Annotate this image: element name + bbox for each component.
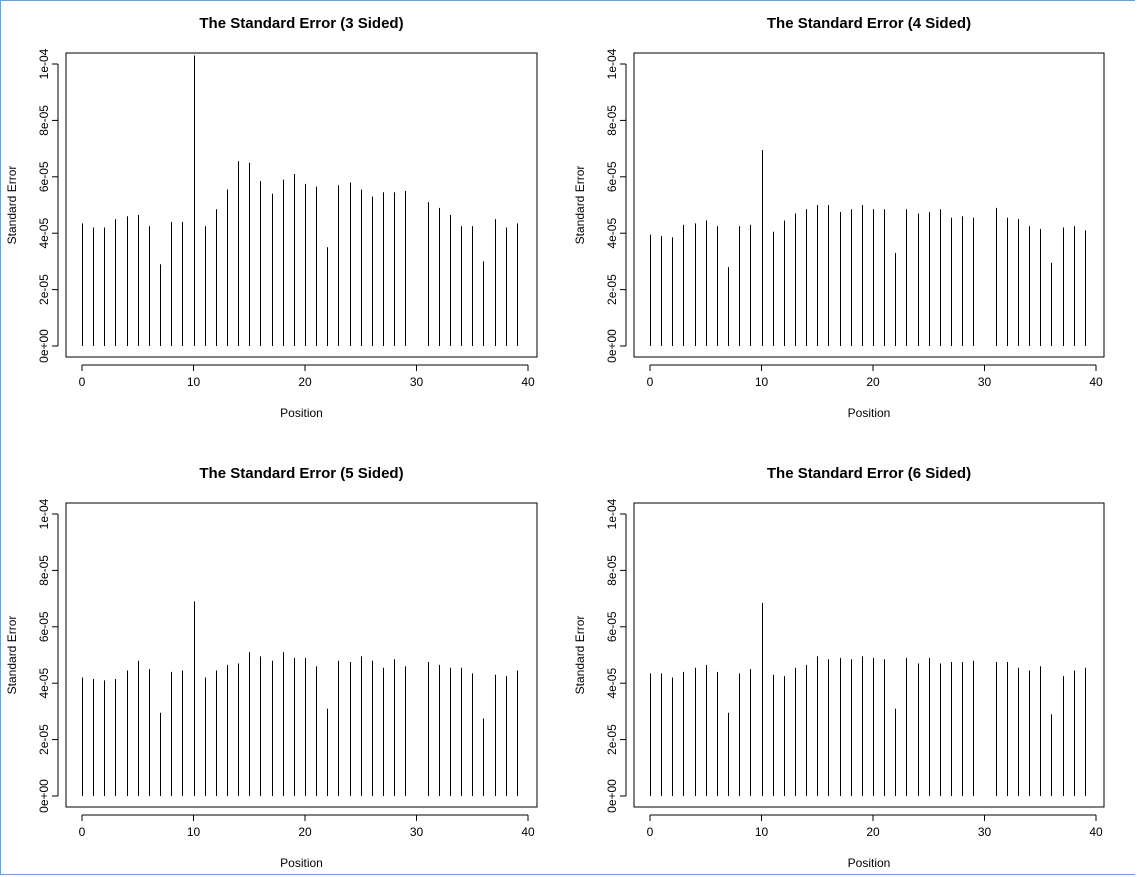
chart-title: The Standard Error (4 Sided) bbox=[767, 15, 971, 32]
x-tick-label: 10 bbox=[187, 375, 201, 389]
y-tick-label: 0e+00 bbox=[37, 779, 51, 813]
x-tick-label: 20 bbox=[866, 825, 880, 839]
chart-panel-1: The Standard Error (3 Sided) 0 10 20 30 40 Pos… bbox=[5, 15, 538, 420]
chart-panel-2: The Standard Error (4 Sided) 0 10 20 30 40 Pos… bbox=[573, 15, 1105, 420]
plot-box bbox=[633, 52, 1105, 358]
plot-box bbox=[633, 502, 1105, 808]
y-tick-label: 2e-05 bbox=[37, 724, 51, 755]
y-tick-label: 6e-05 bbox=[37, 161, 51, 192]
x-axis-label: Position bbox=[280, 406, 323, 420]
y-tick-label: 8e-05 bbox=[37, 555, 51, 586]
x-tick-label: 40 bbox=[521, 825, 535, 839]
y-tick-label: 4e-05 bbox=[605, 218, 619, 249]
x-tick-label: 40 bbox=[1089, 825, 1103, 839]
y-tick-label: 8e-05 bbox=[37, 105, 51, 136]
y-tick-label: 6e-05 bbox=[37, 611, 51, 642]
plot-box bbox=[65, 502, 538, 808]
y-tick-label: 6e-05 bbox=[605, 161, 619, 192]
y-tick-label: 8e-05 bbox=[605, 555, 619, 586]
x-tick-label: 30 bbox=[978, 375, 992, 389]
x-axis-label: Position bbox=[848, 406, 891, 420]
y-tick-label: 0e+00 bbox=[37, 329, 51, 363]
y-tick-label: 4e-05 bbox=[605, 668, 619, 699]
y-tick-label: 1e-04 bbox=[37, 48, 51, 79]
x-tick-label: 30 bbox=[410, 375, 424, 389]
x-tick-label: 30 bbox=[410, 825, 424, 839]
x-tick-label: 20 bbox=[298, 825, 312, 839]
y-axis-label: Standard Error bbox=[573, 616, 587, 695]
plot-box bbox=[65, 52, 538, 358]
x-axis-label: Position bbox=[848, 856, 891, 870]
y-tick-label: 1e-04 bbox=[605, 498, 619, 529]
x-tick-label: 10 bbox=[755, 375, 769, 389]
y-axis-label: Standard Error bbox=[5, 166, 19, 245]
y-tick-label: 6e-05 bbox=[605, 611, 619, 642]
x-tick-label: 0 bbox=[647, 825, 654, 839]
y-tick-label: 1e-04 bbox=[605, 48, 619, 79]
y-tick-label: 4e-05 bbox=[37, 668, 51, 699]
x-tick-label: 40 bbox=[1089, 375, 1103, 389]
chart-title: The Standard Error (5 Sided) bbox=[199, 465, 403, 482]
chart-title: The Standard Error (3 Sided) bbox=[199, 15, 403, 32]
y-tick-label: 0e+00 bbox=[605, 329, 619, 363]
y-tick-label: 1e-04 bbox=[37, 498, 51, 529]
x-tick-label: 0 bbox=[79, 375, 86, 389]
x-tick-label: 10 bbox=[755, 825, 769, 839]
y-axis-label: Standard Error bbox=[573, 166, 587, 245]
x-tick-label: 20 bbox=[298, 375, 312, 389]
chart-panel-4: The Standard Error (6 Sided) 0 10 20 30 40 Pos… bbox=[573, 465, 1105, 870]
y-tick-label: 4e-05 bbox=[37, 218, 51, 249]
y-axis-label: Standard Error bbox=[5, 616, 19, 695]
chart-title: The Standard Error (6 Sided) bbox=[767, 465, 971, 482]
chart-panel-3: The Standard Error (5 Sided) 0 10 20 30 40 Pos… bbox=[5, 465, 538, 870]
y-tick-label: 2e-05 bbox=[605, 724, 619, 755]
y-tick-label: 8e-05 bbox=[605, 105, 619, 136]
y-tick-label: 2e-05 bbox=[605, 274, 619, 305]
x-tick-label: 0 bbox=[79, 825, 86, 839]
x-tick-label: 20 bbox=[866, 375, 880, 389]
x-tick-label: 0 bbox=[647, 375, 654, 389]
x-axis-label: Position bbox=[280, 856, 323, 870]
x-tick-label: 10 bbox=[187, 825, 201, 839]
x-tick-label: 30 bbox=[978, 825, 992, 839]
y-tick-label: 0e+00 bbox=[605, 779, 619, 813]
y-tick-label: 2e-05 bbox=[37, 274, 51, 305]
x-tick-label: 40 bbox=[521, 375, 535, 389]
